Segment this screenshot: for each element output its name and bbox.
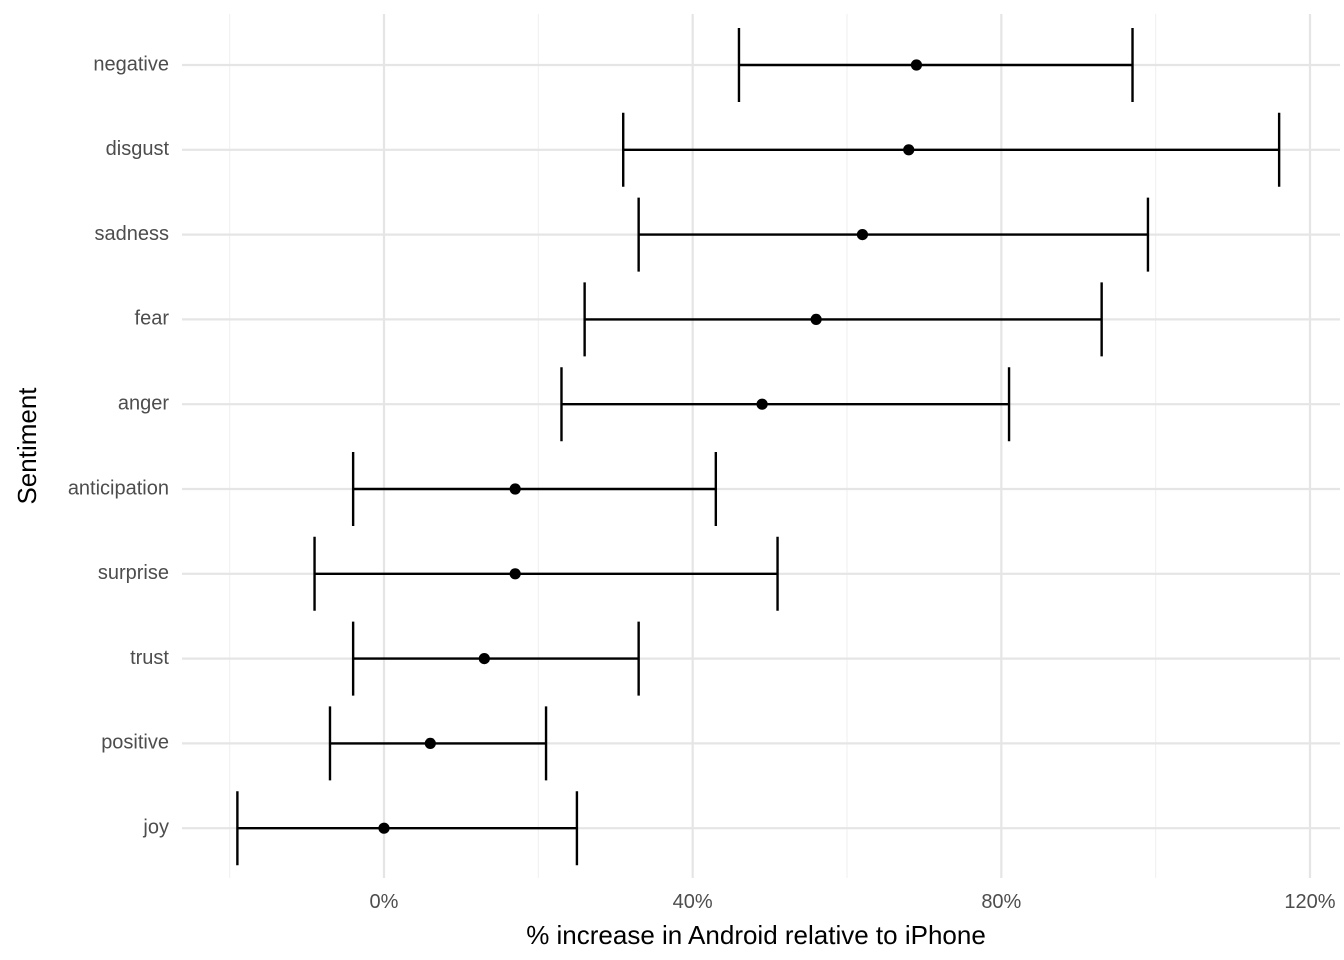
data-marks [236,28,1281,866]
point-estimate [856,229,869,241]
point-estimate [810,313,822,325]
x-tick-label: 40% [673,891,713,913]
errorbar-positive [328,706,548,781]
y-axis-tick-labels: negative disgust sadness fear anger anticipat… [68,53,170,838]
errorbar-surprise [313,536,779,611]
errorbar-trust [351,621,640,696]
errorbar-fear [583,282,1103,357]
errorbar-disgust [622,112,1281,187]
y-tick-label-disgust: disgust [106,138,170,160]
y-tick-label-joy: joy [142,816,169,838]
point-estimate [756,398,768,410]
point-estimate [478,653,490,665]
point-estimate [509,568,521,580]
y-tick-label-anger: anger [118,392,169,414]
y-tick-label-positive: positive [101,732,169,754]
x-tick-label: 120% [1284,891,1335,913]
y-tick-label-anticipation: anticipation [68,477,169,499]
x-tick-label: 0% [370,891,399,913]
point-estimate [903,144,915,156]
y-tick-label-sadness: sadness [95,223,170,245]
x-axis-tick-labels: 0% 40% 80% 120% [370,891,1336,913]
point-estimate [509,483,521,495]
y-tick-label-trust: trust [130,647,169,669]
y-tick-label-surprise: surprise [98,562,169,584]
y-tick-label-negative: negative [93,53,169,75]
y-tick-label-fear: fear [135,308,170,330]
errorbar-negative [737,28,1134,102]
x-axis-title: % increase in Android relative to iPhone [526,920,986,950]
errorbar-joy [236,791,579,866]
errorbar-sadness [637,197,1150,272]
point-estimate [910,59,923,71]
point-estimate [378,822,390,834]
point-estimate [424,737,436,750]
errorbar-anger [560,367,1011,442]
x-tick-label: 80% [981,891,1021,913]
y-axis-title: Sentiment [12,387,42,505]
grid [182,14,1340,878]
errorbar-anticipation [351,452,718,526]
